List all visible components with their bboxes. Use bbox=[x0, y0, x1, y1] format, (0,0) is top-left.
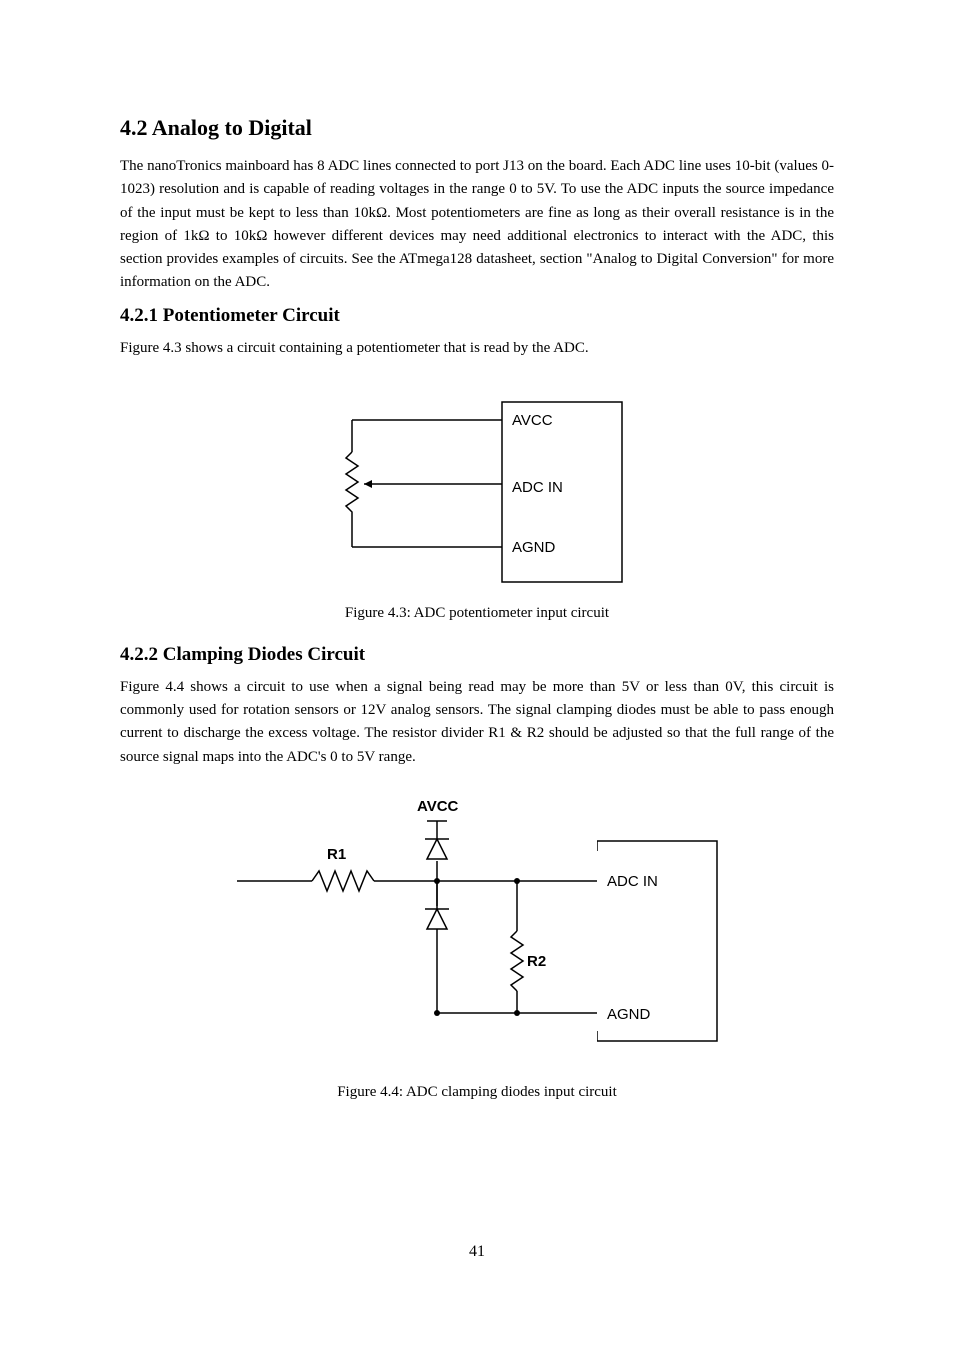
label-agnd-2: AGND bbox=[607, 1006, 651, 1023]
caption-fig43: Figure 4.3: ADC potentiometer input circ… bbox=[120, 605, 834, 622]
svg-text:ADC IN: ADC IN bbox=[607, 873, 658, 890]
label-avcc: AVCC bbox=[512, 412, 553, 429]
svg-text:R1: R1 bbox=[327, 846, 346, 863]
page-number: 41 bbox=[0, 1243, 954, 1261]
figure-potentiometer: AVCC ADC IN AGND bbox=[120, 382, 834, 597]
label-agnd: AGND bbox=[512, 539, 556, 556]
para-clamp-intro: Figure 4.4 shows a circuit to use when a… bbox=[120, 676, 834, 769]
label-adcin: ADC IN bbox=[512, 479, 563, 496]
para-adc-intro: The nanoTronics mainboard has 8 ADC line… bbox=[120, 155, 834, 295]
svg-text:R2: R2 bbox=[527, 953, 546, 970]
heading-clamp: 4.2.2 Clamping Diodes Circuit bbox=[120, 644, 834, 666]
heading-pot: 4.2.1 Potentiometer Circuit bbox=[120, 305, 834, 327]
figure-clamp: ADC IN AGND R1 bbox=[120, 791, 834, 1076]
heading-adc: 4.2 Analog to Digital bbox=[120, 115, 834, 141]
caption-fig44: Figure 4.4: ADC clamping diodes input ci… bbox=[120, 1084, 834, 1101]
para-pot-intro: Figure 4.3 shows a circuit containing a … bbox=[120, 337, 834, 360]
svg-text:AVCC: AVCC bbox=[417, 798, 459, 815]
